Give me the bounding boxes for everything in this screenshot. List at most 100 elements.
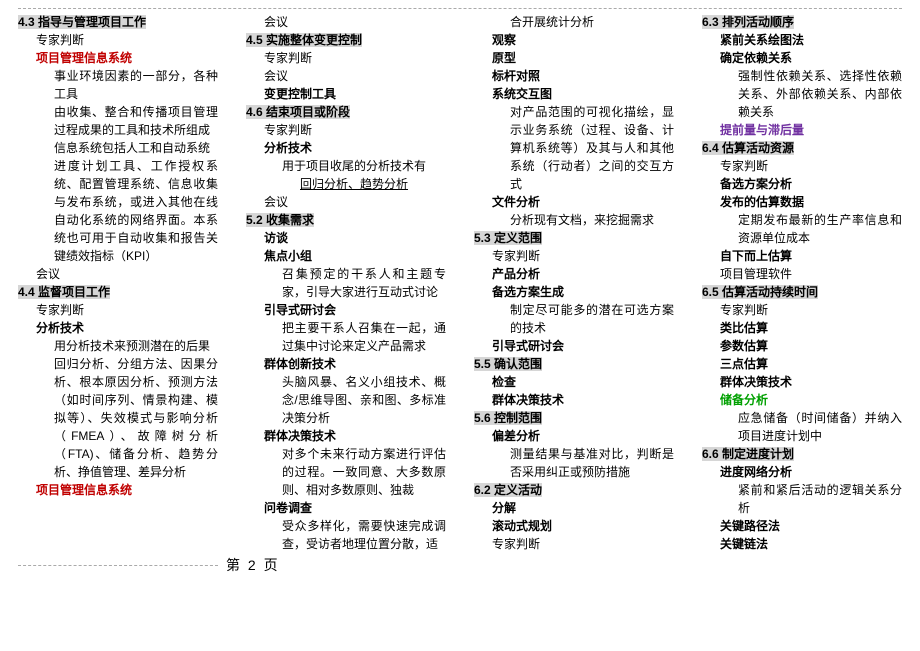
text-line: 对多个未来行动方案进行评估的过程。一致同意、大多数原则、相对多数原则、独裁 [246, 445, 446, 499]
text-line: 提前量与滞后量 [702, 121, 902, 139]
text-line: 事业环境因素的一部分，各种工具 [18, 67, 218, 103]
text-content: 变更控制工具 [264, 87, 336, 101]
text-content: 信息系统包括人工和自动系统 [54, 141, 210, 155]
text-content: 检查 [492, 375, 516, 389]
text-content: 4.3 指导与管理项目工作 [18, 15, 146, 29]
text-content: 原型 [492, 51, 516, 65]
text-content: 备选方案生成 [492, 285, 564, 299]
text-line: 分析现有文档，来挖掘需求 [474, 211, 674, 229]
text-content: 用分析技术来预测潜在的后果 [54, 339, 210, 353]
text-line: 专家判断 [18, 31, 218, 49]
text-content: 类比估算 [720, 321, 768, 335]
text-line: 4.5 实施整体变更控制 [246, 31, 446, 49]
text-line: 用于项目收尾的分析技术有 [246, 157, 446, 175]
text-line: 自下而上估算 [702, 247, 902, 265]
text-line: 备选方案生成 [474, 283, 674, 301]
text-content: 专家判断 [492, 249, 540, 263]
text-content: 项目管理软件 [720, 267, 792, 281]
text-line: 会议 [246, 67, 446, 85]
text-line: 会议 [246, 13, 446, 31]
text-line: 应急储备（时间储备）并纳入项目进度计划中 [702, 409, 902, 445]
text-content: 分析技术 [36, 321, 84, 335]
text-line: 关键链法 [702, 535, 902, 553]
text-line: 备选方案分析 [702, 175, 902, 193]
text-line: 5.6 控制范围 [474, 409, 674, 427]
text-line: 紧前关系绘图法 [702, 31, 902, 49]
text-line: 群体创新技术 [246, 355, 446, 373]
text-line: 关键路径法 [702, 517, 902, 535]
text-content: 参数估算 [720, 339, 768, 353]
text-content: 事业环境因素的一部分，各种工具 [54, 69, 218, 101]
text-line: 6.4 估算活动资源 [702, 139, 902, 157]
text-content: 标杆对照 [492, 69, 540, 83]
text-line: 信息系统包括人工和自动系统 [18, 139, 218, 157]
text-content: 5.6 控制范围 [474, 411, 542, 425]
text-content: 由收集、整合和传播项目管理过程成果的工具和技术所组成 [54, 105, 218, 137]
content-columns: 4.3 指导与管理项目工作专家判断项目管理信息系统事业环境因素的一部分，各种工具… [18, 13, 902, 553]
text-line: 专家判断 [18, 301, 218, 319]
text-line: 滚动式规划 [474, 517, 674, 535]
text-line: 5.3 定义范围 [474, 229, 674, 247]
text-content: 回归分析、分组方法、因果分析、根本原因分析、预测方法（如时间序列、情景构建、模拟… [54, 357, 218, 479]
text-content: 回归分析、趋势分析 [300, 177, 408, 191]
text-line: 5.5 确认范围 [474, 355, 674, 373]
text-line: 4.4 监督项目工作 [18, 283, 218, 301]
text-line: 6.2 定义活动 [474, 481, 674, 499]
text-content: 5.3 定义范围 [474, 231, 542, 245]
text-line: 专家判断 [246, 121, 446, 139]
text-line: 受众多样化，需要快速完成调查，受访者地理位置分散，适 [246, 517, 446, 553]
text-line: 合开展统计分析 [474, 13, 674, 31]
column-4: 6.3 排列活动顺序紧前关系绘图法确定依赖关系强制性依赖关系、选择性依赖关系、外… [702, 13, 902, 553]
text-line: 会议 [246, 193, 446, 211]
text-content: 备选方案分析 [720, 177, 792, 191]
text-line: 对产品范围的可视化描绘，显示业务系统（过程、设备、计算机系统等）及其与人和其他系… [474, 103, 674, 193]
text-line: 问卷调查 [246, 499, 446, 517]
text-content: 5.2 收集需求 [246, 213, 314, 227]
text-content: 制定尽可能多的潜在可选方案的技术 [510, 303, 674, 335]
text-line: 召集预定的干系人和主题专家，引导大家进行互动式讨论 [246, 265, 446, 301]
text-line: 专家判断 [702, 301, 902, 319]
column-1: 4.3 指导与管理项目工作专家判断项目管理信息系统 事业环境因素的一部分，各种工具… [18, 13, 218, 553]
text-content: 召集预定的干系人和主题专家，引导大家进行互动式讨论 [282, 267, 446, 299]
text-line: 项目管理信息系统 [18, 481, 218, 499]
text-line: 观察 [474, 31, 674, 49]
text-content: 问卷调查 [264, 501, 312, 515]
text-line: 专家判断 [702, 157, 902, 175]
text-line: 分解 [474, 499, 674, 517]
text-content: 分析技术 [264, 141, 312, 155]
text-content: 测量结果与基准对比，判断是否采用纠正或预防措施 [510, 447, 674, 479]
text-line: 文件分析 [474, 193, 674, 211]
text-line: 储备分析 [702, 391, 902, 409]
text-content: 定期发布最新的生产率信息和资源单位成本 [738, 213, 902, 245]
text-content: 合开展统计分析 [510, 15, 594, 29]
text-content: 专家判断 [492, 537, 540, 551]
text-content: 进度计划工具、工作授权系统、配置管理系统、信息收集与发布系统，或进入其他在线自动… [54, 159, 218, 263]
text-line: 4.6 结束项目或阶段 [246, 103, 446, 121]
text-content: 5.5 确认范围 [474, 357, 542, 371]
text-line: 强制性依赖关系、选择性依赖关系、外部依赖关系、内部依赖关系 [702, 67, 902, 121]
text-content: 受众多样化，需要快速完成调查，受访者地理位置分散，适 [282, 519, 446, 551]
text-content: 群体创新技术 [264, 357, 336, 371]
text-line: 专家判断 [474, 247, 674, 265]
text-line: 发布的估算数据 [702, 193, 902, 211]
page-footer: 第 2 页 [18, 555, 902, 576]
text-content: 群体决策技术 [264, 429, 336, 443]
text-content: 关键路径法 [720, 519, 780, 533]
text-content: 滚动式规划 [492, 519, 552, 533]
text-content: 分析现有文档，来挖掘需求 [510, 213, 654, 227]
text-line: 偏差分析 [474, 427, 674, 445]
text-content: 对多个未来行动方案进行评估的过程。一致同意、大多数原则、相对多数原则、独裁 [282, 447, 446, 497]
text-line: 回归分析、趋势分析 [246, 175, 446, 193]
text-content: 提前量与滞后量 [720, 123, 804, 137]
text-content: 产品分析 [492, 267, 540, 281]
text-line: 引导式研讨会 [246, 301, 446, 319]
text-line: 群体决策技术 [246, 427, 446, 445]
text-line: 参数估算 [702, 337, 902, 355]
text-line: 焦点小组 [246, 247, 446, 265]
column-2: 会议4.5 实施整体变更控制专家判断会议变更控制工具4.6 结束项目或阶段专家判… [246, 13, 446, 553]
text-content: 专家判断 [264, 123, 312, 137]
text-line: 分析技术 [246, 139, 446, 157]
text-content: 紧前和紧后活动的逻辑关系分析 [738, 483, 902, 515]
text-content: 应急储备（时间储备）并纳入项目进度计划中 [738, 411, 902, 443]
text-line: 群体决策技术 [702, 373, 902, 391]
